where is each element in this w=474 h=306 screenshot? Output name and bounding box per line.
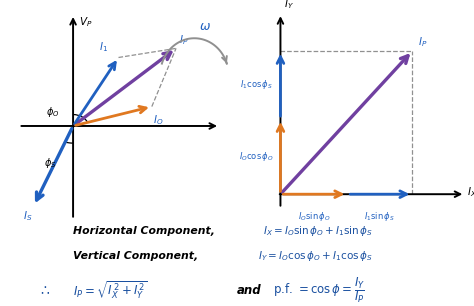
Text: $I_1\sin\phi_S$: $I_1\sin\phi_S$ xyxy=(365,210,395,223)
Text: $I_P$: $I_P$ xyxy=(418,35,427,49)
Text: Horizontal Component,: Horizontal Component, xyxy=(73,226,215,236)
Text: $I_1$: $I_1$ xyxy=(99,40,108,54)
Text: $I_Y$: $I_Y$ xyxy=(284,0,294,12)
Text: $I_X$: $I_X$ xyxy=(467,185,474,199)
Text: $I_S$: $I_S$ xyxy=(23,209,33,223)
Text: $I_O\cos\phi_O$: $I_O\cos\phi_O$ xyxy=(239,150,273,163)
Text: Vertical Component,: Vertical Component, xyxy=(73,251,199,261)
Text: p.f. $= \cos\phi = \dfrac{I_Y}{I_P}$: p.f. $= \cos\phi = \dfrac{I_Y}{I_P}$ xyxy=(273,275,365,305)
Text: $I_X = I_O\sin\phi_O + I_1\sin\phi_S$: $I_X = I_O\sin\phi_O + I_1\sin\phi_S$ xyxy=(263,224,373,238)
Text: $I_P = \sqrt{I_X^{\,2} + I_Y^{\,2}}$: $I_P = \sqrt{I_X^{\,2} + I_Y^{\,2}}$ xyxy=(73,280,148,301)
Text: $\omega$: $\omega$ xyxy=(199,20,210,33)
Text: $\phi_O$: $\phi_O$ xyxy=(46,105,59,118)
Text: $\phi_S$: $\phi_S$ xyxy=(44,156,57,170)
Text: $I_Y = I_O\cos\phi_O + I_1\cos\phi_S$: $I_Y = I_O\cos\phi_O + I_1\cos\phi_S$ xyxy=(258,249,373,263)
Text: $I_1\cos\phi_S$: $I_1\cos\phi_S$ xyxy=(240,78,273,91)
Text: $I_O\sin\phi_O$: $I_O\sin\phi_O$ xyxy=(298,210,330,223)
Text: $\therefore$: $\therefore$ xyxy=(38,283,51,297)
Text: and: and xyxy=(237,284,262,297)
Text: $I_P$: $I_P$ xyxy=(179,33,189,47)
Text: $V_P$: $V_P$ xyxy=(79,15,92,29)
Text: $I_O$: $I_O$ xyxy=(153,114,164,127)
